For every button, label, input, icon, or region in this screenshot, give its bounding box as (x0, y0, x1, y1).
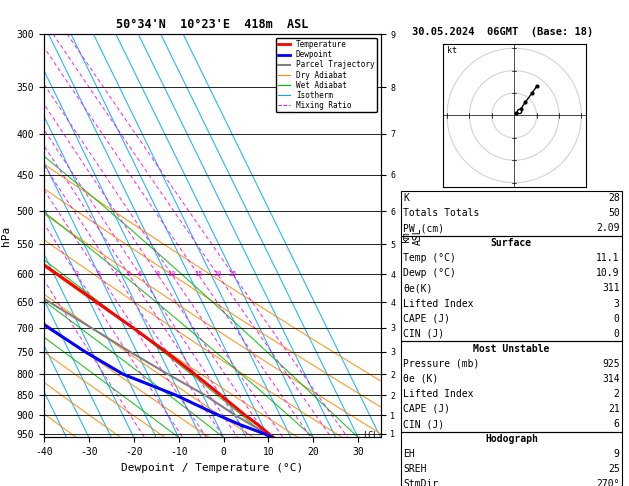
Text: EH: EH (403, 449, 415, 459)
Text: 15: 15 (194, 271, 203, 278)
Text: CIN (J): CIN (J) (403, 419, 444, 429)
Text: Lifted Index: Lifted Index (403, 389, 474, 399)
Text: 4: 4 (113, 271, 118, 278)
Text: 2.09: 2.09 (596, 223, 620, 233)
Text: 6: 6 (614, 419, 620, 429)
Title: 50°34'N  10°23'E  418m  ASL: 50°34'N 10°23'E 418m ASL (116, 18, 308, 32)
Text: CAPE (J): CAPE (J) (403, 404, 450, 414)
Text: StmDir: StmDir (403, 479, 438, 486)
Text: 3: 3 (97, 271, 101, 278)
Text: Hodograph: Hodograph (485, 434, 538, 444)
Text: Surface: Surface (491, 238, 532, 248)
X-axis label: Dewpoint / Temperature (°C): Dewpoint / Temperature (°C) (121, 463, 303, 473)
Text: CAPE (J): CAPE (J) (403, 313, 450, 324)
Text: 925: 925 (602, 359, 620, 369)
Text: kt: kt (447, 46, 457, 55)
Text: 25: 25 (608, 464, 620, 474)
Text: 10: 10 (167, 271, 176, 278)
Text: PW (cm): PW (cm) (403, 223, 444, 233)
Text: θe(K): θe(K) (403, 283, 433, 294)
Text: 2: 2 (614, 389, 620, 399)
Text: 8: 8 (155, 271, 160, 278)
Text: 50: 50 (608, 208, 620, 218)
Text: SREH: SREH (403, 464, 426, 474)
Text: θe (K): θe (K) (403, 374, 438, 384)
Text: 0: 0 (614, 329, 620, 339)
Text: 28: 28 (608, 193, 620, 203)
Text: CIN (J): CIN (J) (403, 329, 444, 339)
Text: 311: 311 (602, 283, 620, 294)
Text: 25: 25 (228, 271, 237, 278)
Text: 6: 6 (138, 271, 142, 278)
Text: Most Unstable: Most Unstable (473, 344, 550, 354)
Text: 3: 3 (614, 298, 620, 309)
Text: 10.9: 10.9 (596, 268, 620, 278)
Legend: Temperature, Dewpoint, Parcel Trajectory, Dry Adiabat, Wet Adiabat, Isotherm, Mi: Temperature, Dewpoint, Parcel Trajectory… (276, 38, 377, 112)
Y-axis label: km
ASL: km ASL (401, 227, 423, 244)
Text: 2: 2 (74, 271, 79, 278)
Text: 9: 9 (614, 449, 620, 459)
Text: LCL: LCL (364, 431, 378, 440)
Text: 21: 21 (608, 404, 620, 414)
Text: 314: 314 (602, 374, 620, 384)
Text: 270°: 270° (596, 479, 620, 486)
Text: 30.05.2024  06GMT  (Base: 18): 30.05.2024 06GMT (Base: 18) (412, 27, 593, 37)
Text: 11.1: 11.1 (596, 253, 620, 263)
Y-axis label: hPa: hPa (1, 226, 11, 246)
Text: 20: 20 (213, 271, 222, 278)
Text: K: K (403, 193, 409, 203)
Text: Lifted Index: Lifted Index (403, 298, 474, 309)
Text: Totals Totals: Totals Totals (403, 208, 479, 218)
Text: Pressure (mb): Pressure (mb) (403, 359, 479, 369)
Text: 5: 5 (126, 271, 131, 278)
Text: Dewp (°C): Dewp (°C) (403, 268, 456, 278)
Text: 0: 0 (614, 313, 620, 324)
Text: Temp (°C): Temp (°C) (403, 253, 456, 263)
